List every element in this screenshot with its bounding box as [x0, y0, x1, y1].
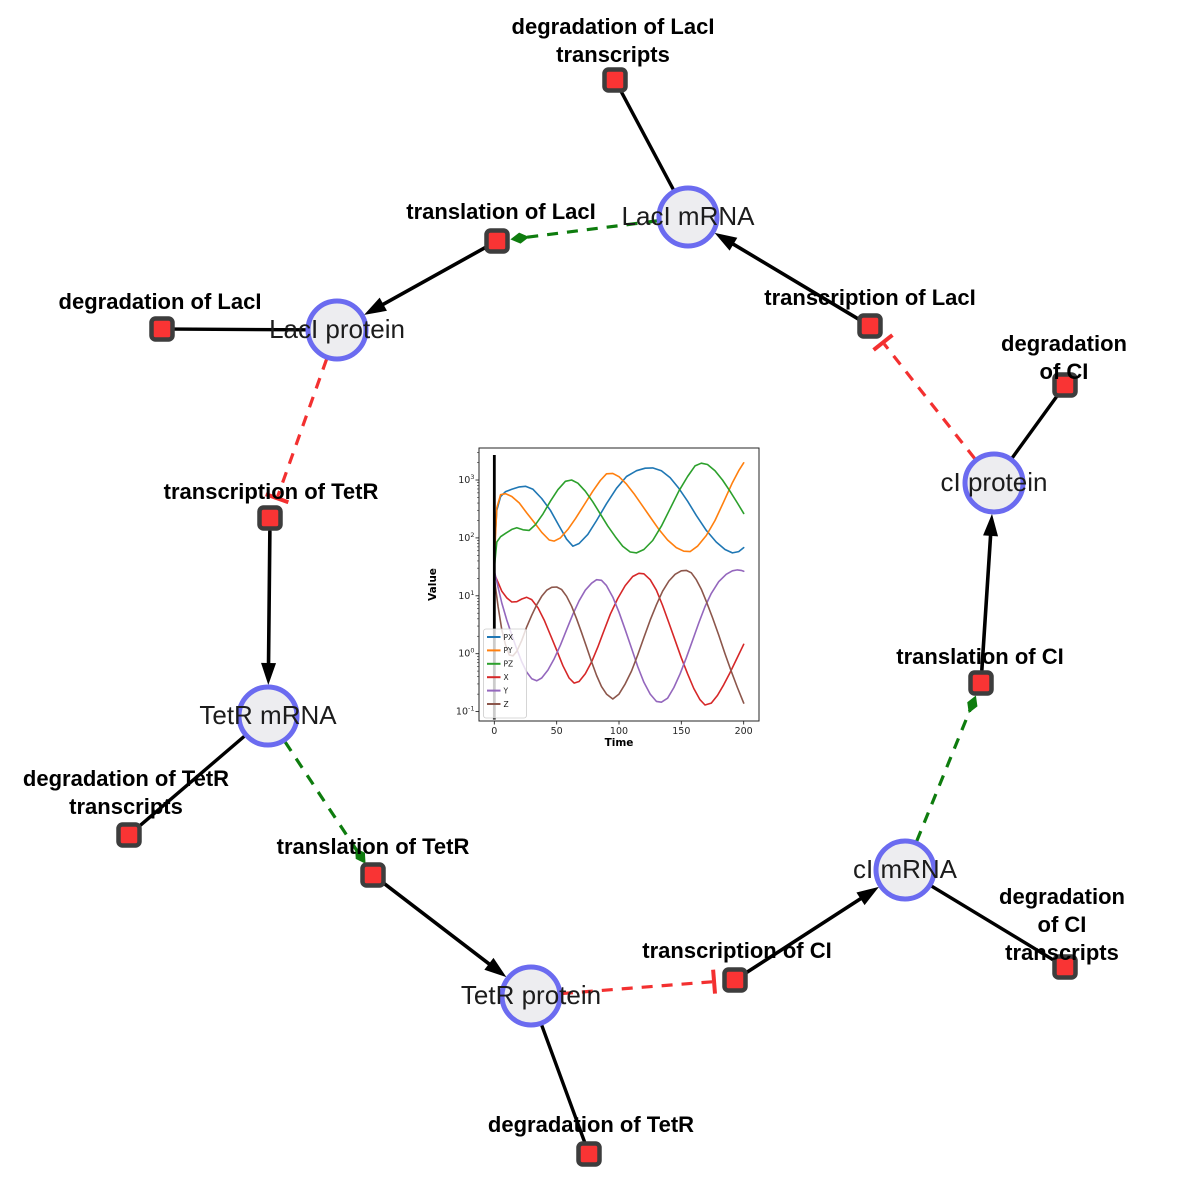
x-tick-label: 0	[491, 726, 497, 737]
edge-production-translation_lacI-lacI_protein	[364, 245, 488, 315]
x-tick-label: 50	[551, 726, 563, 737]
series-Y	[493, 569, 745, 703]
reaction-node-transcription_lacI[interactable]	[857, 313, 883, 339]
y-tick-label: 100	[458, 647, 474, 660]
series-Z	[493, 569, 745, 704]
edge-consumption-tetR_protein-degradation_tetR	[539, 1022, 587, 1145]
edge-consumption-tetR_mRNA-degradation_tetR_transcripts	[136, 733, 247, 829]
time-course-plot-svg: 0 50 100 150 20010-1100101102103TimeValuePXP…	[427, 447, 760, 749]
time-course-plot: 0 50 100 150 200 10-1 100 101 102 103 Time Value PX P…	[427, 430, 773, 765]
species-node-tetR_protein[interactable]	[499, 964, 563, 1028]
legend-label-Z: Z	[504, 700, 509, 709]
reaction-node-translation_lacI[interactable]	[484, 228, 510, 254]
x-tick-label: 200	[735, 726, 753, 737]
reaction-node-transcription_tetR[interactable]	[257, 505, 283, 531]
series-PZ	[493, 462, 745, 569]
edge-production-transcription_lacI-lacI_mRNA	[714, 232, 861, 321]
legend-label-X: X	[504, 673, 509, 682]
y-tick-label: 103	[458, 473, 474, 486]
x-tick-label: 100	[610, 726, 628, 737]
edge-production-translation_cI-cI_protein	[980, 513, 999, 672]
edge-production-transcription_tetR-tetR_mRNA	[261, 529, 277, 686]
edge-inhibition-lacI_protein-transcription_tetR	[265, 358, 329, 505]
species-node-lacI_protein[interactable]	[305, 298, 369, 362]
chart-legend: PX PY PZ XYZ	[483, 628, 527, 719]
x-axis: 0 50 100 150 200	[491, 721, 753, 737]
reaction-node-transcription_cI[interactable]	[722, 967, 748, 993]
species-node-cI_protein[interactable]	[962, 451, 1026, 515]
species-node-tetR_mRNA[interactable]	[236, 684, 300, 748]
series-PY	[493, 462, 745, 562]
species-node-lacI_mRNA[interactable]	[656, 185, 720, 249]
edge-consumption-cI_protein-degradation_cI	[1009, 393, 1060, 461]
y-tick-label: 10-1	[456, 705, 475, 718]
reaction-node-degradation_tetR[interactable]	[576, 1141, 602, 1167]
nodes-layer	[116, 67, 1078, 1167]
edges-layer	[136, 88, 1060, 1145]
legend-label-PY: PY	[504, 646, 513, 655]
legend-label-Y: Y	[503, 686, 509, 695]
x-axis-label: Time	[605, 737, 634, 749]
y-tick-label: 101	[458, 589, 474, 602]
y-axis-label: Value	[428, 568, 439, 601]
edge-production-transcription_cI-cI_mRNA	[744, 886, 879, 975]
series-X	[493, 572, 745, 706]
edge-production-translation_tetR-tetR_protein	[381, 881, 507, 978]
reaction-node-cI_mRNA_deg[interactable]	[1052, 954, 1078, 980]
edge-consumption-lacI_mRNA-degradation_lacI_transcripts	[618, 88, 676, 193]
edge-consumption-cI_mRNA-cI_mRNA_deg	[928, 883, 1057, 963]
series-PX	[493, 467, 745, 554]
edge-inhibition-cI_protein-transcription_lacI	[872, 333, 977, 460]
edge-modifier-cI_mRNA-translation_cI	[915, 695, 978, 842]
edge-modifier-lacI_mRNA-translation_lacI	[510, 219, 658, 244]
reaction-node-translation_cI[interactable]	[968, 670, 994, 696]
edge-consumption-lacI_protein-degradation_lacI	[172, 327, 309, 332]
reaction-node-degradation_tetR_transcripts[interactable]	[116, 822, 142, 848]
y-axis: 10-1 100 101 102 103	[456, 452, 479, 718]
edge-modifier-tetR_mRNA-translation_tetR	[283, 740, 366, 864]
chart-series	[493, 462, 745, 706]
reaction-node-degradation_lacI[interactable]	[149, 316, 175, 342]
x-tick-label: 150	[672, 726, 690, 737]
y-tick-label: 102	[458, 531, 474, 544]
reaction-node-degradation_cI[interactable]	[1052, 372, 1078, 398]
legend-label-PX: PX	[504, 633, 514, 642]
reaction-node-degradation_lacI_transcripts[interactable]	[602, 67, 628, 93]
reaction-node-translation_tetR[interactable]	[360, 862, 386, 888]
edge-inhibition-tetR_protein-transcription_cI	[561, 969, 717, 996]
legend-label-PZ: PZ	[504, 660, 514, 669]
species-node-cI_mRNA[interactable]	[873, 838, 937, 902]
